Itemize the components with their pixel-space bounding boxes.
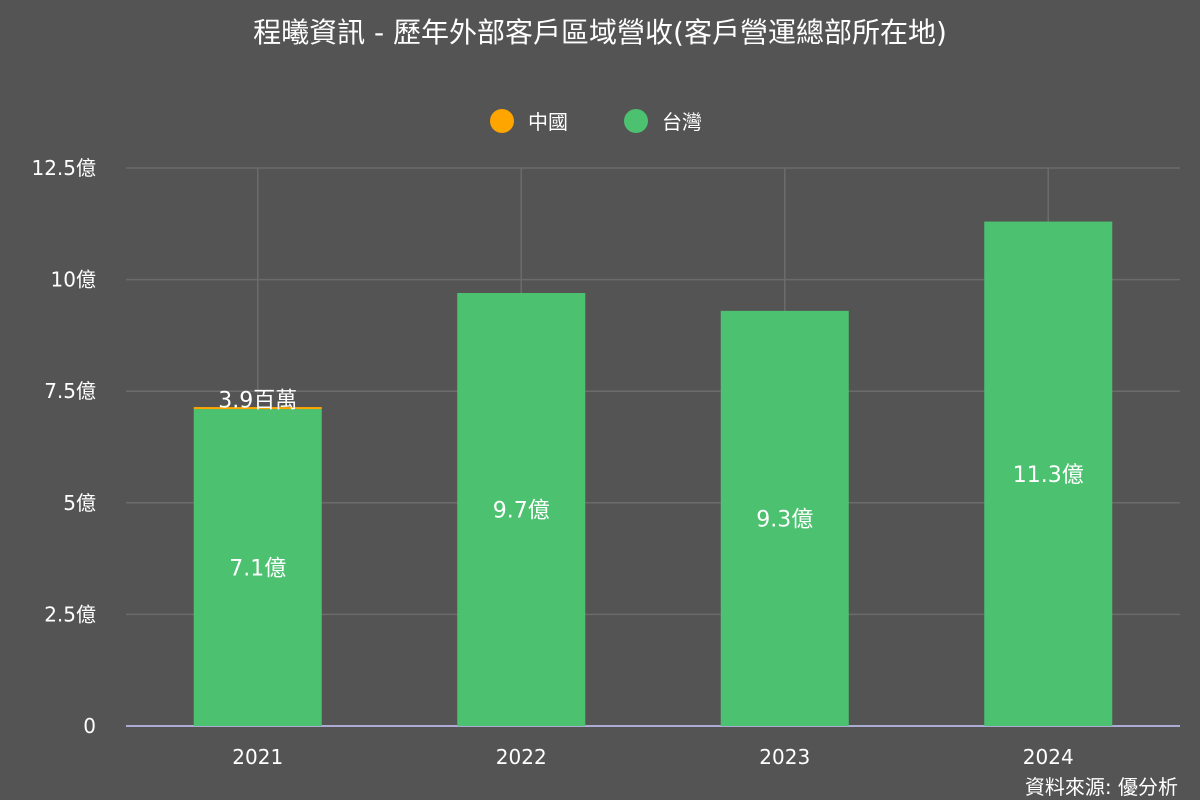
y-tick-label: 2.5億 [44, 602, 96, 626]
data-labels: 7.1億 9.7億 9.3億 11.3億 3.9百萬 [218, 388, 1084, 581]
chart-title: 程曦資訊 - 歷年外部客戶區域營收(客戶營運總部所在地) [253, 16, 947, 49]
x-tick-label: 2022 [496, 745, 547, 769]
y-tick-label: 5億 [63, 491, 96, 515]
legend-item-台灣[interactable]: 台灣 [624, 109, 702, 134]
data-label: 7.1億 [229, 557, 286, 582]
y-axis-ticks: 0 2.5億 5億 7.5億 10億 12.5億 [31, 156, 96, 738]
source-note: 資料來源: 優分析 [1025, 775, 1178, 799]
bar-中國-2021 [193, 407, 322, 410]
legend-item-中國[interactable]: 中國 [490, 109, 568, 134]
bar-台灣-2022 [457, 292, 586, 726]
x-tick-label: 2024 [1023, 745, 1074, 769]
legend-swatch [490, 109, 514, 133]
bar-台灣-2021 [193, 409, 322, 726]
y-tick-label: 12.5億 [31, 156, 96, 180]
y-tick-label: 10億 [51, 268, 96, 292]
x-axis-ticks: 2021 2022 2023 2024 [232, 745, 1073, 769]
legend-swatch [624, 109, 648, 133]
data-label: 3.9百萬 [218, 388, 297, 413]
y-tick-label: 0 [83, 714, 96, 738]
x-tick-label: 2021 [232, 745, 283, 769]
bar-台灣-2023 [720, 310, 849, 726]
legend-label: 台灣 [662, 110, 702, 134]
bar-台灣-2024 [984, 221, 1113, 726]
x-tick-label: 2023 [759, 745, 810, 769]
data-label: 9.7億 [493, 498, 550, 523]
y-tick-label: 7.5億 [44, 379, 96, 403]
bars [193, 221, 1113, 726]
legend-label: 中國 [528, 110, 568, 134]
data-label: 11.3億 [1013, 463, 1084, 488]
data-label: 9.3億 [756, 507, 813, 532]
legend[interactable]: 中國 台灣 [490, 109, 702, 134]
